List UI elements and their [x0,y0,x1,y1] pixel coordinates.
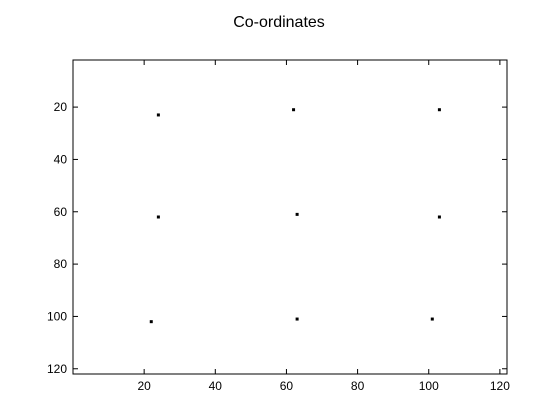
data-point [157,216,160,219]
data-point [157,113,160,116]
plot-area [73,60,507,374]
data-point [292,108,295,111]
data-point [431,318,434,321]
x-tick-label: 20 [137,379,151,393]
data-point [438,108,441,111]
x-tick-label: 80 [351,379,365,393]
x-tick-label: 60 [280,379,294,393]
data-point [296,213,299,216]
y-tick-label: 100 [47,309,67,323]
data-point [150,320,153,323]
y-tick-label: 80 [54,257,68,271]
x-tick-label: 100 [419,379,439,393]
y-tick-label: 20 [54,100,68,114]
y-tick-label: 60 [54,205,68,219]
y-tick-label: 40 [54,152,68,166]
x-tick-label: 40 [209,379,223,393]
chart-title: Co-ordinates [233,14,325,31]
data-point [438,216,441,219]
data-point [296,318,299,321]
x-tick-label: 120 [490,379,510,393]
y-tick-label: 120 [47,362,67,376]
